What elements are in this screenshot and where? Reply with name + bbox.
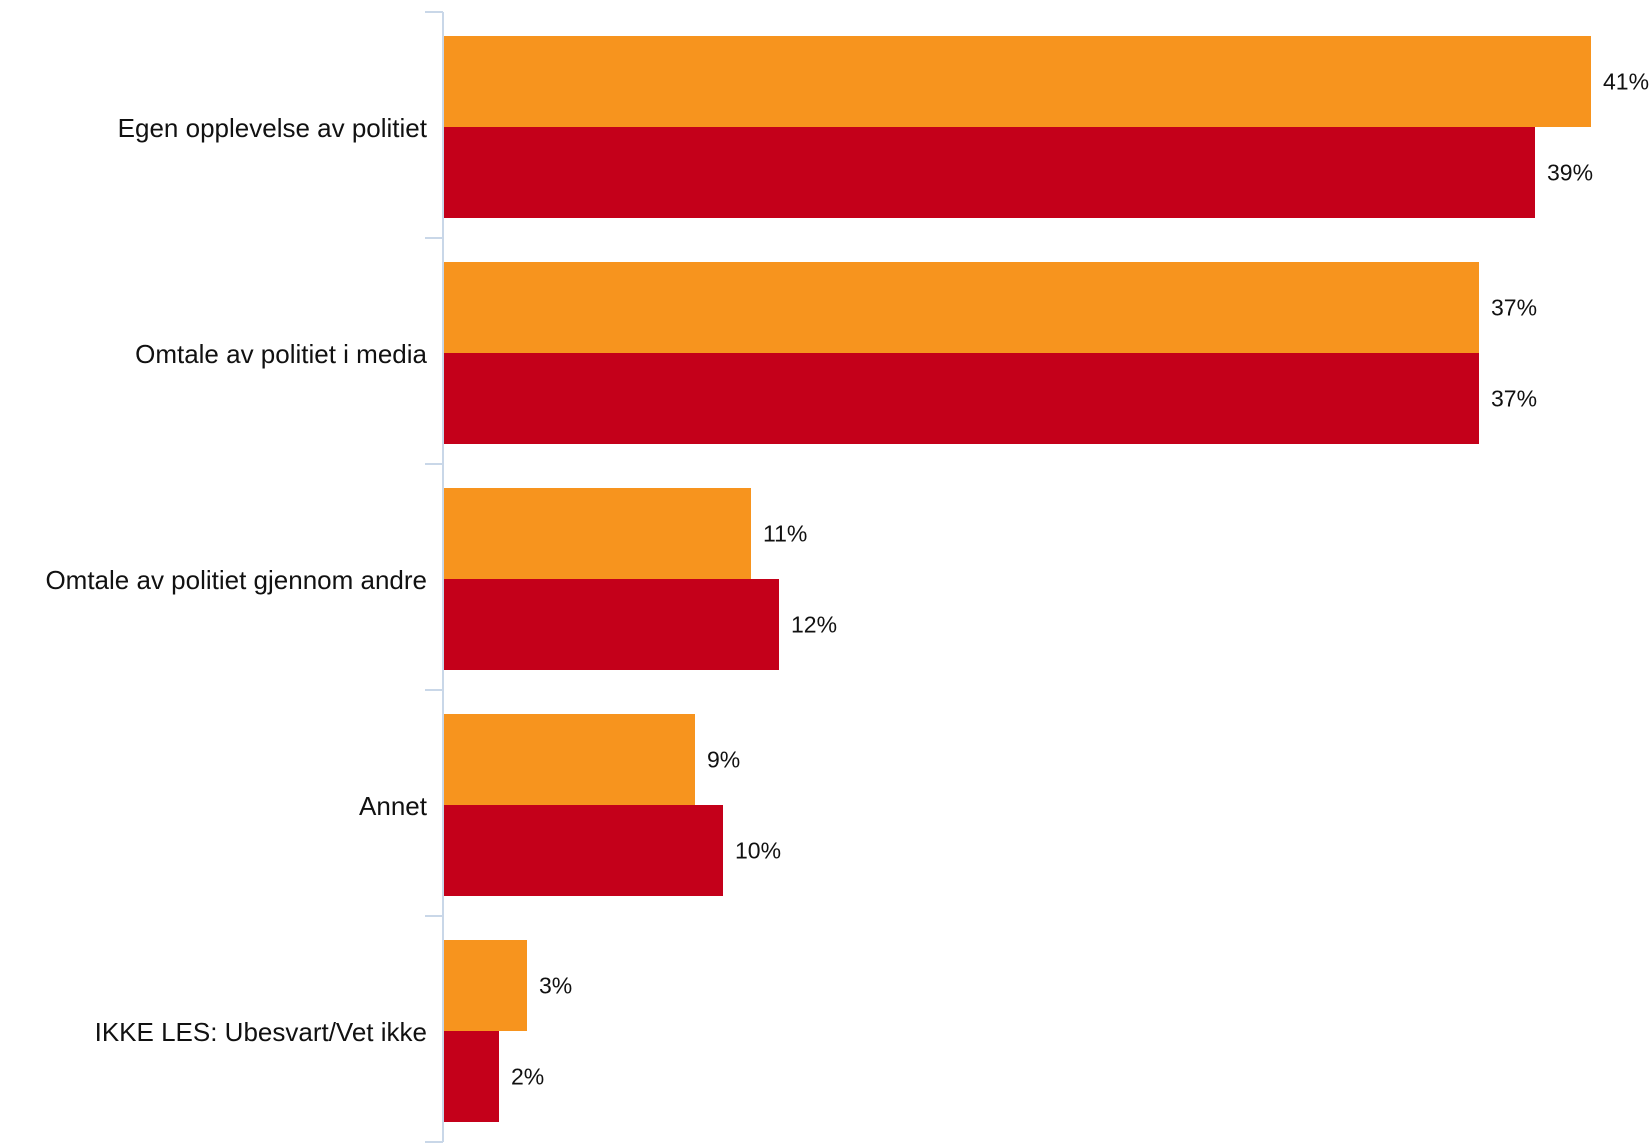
bar-series-2-cat-1: [443, 127, 1535, 218]
category-label-1: Egen opplevelse av politiet: [118, 113, 428, 143]
value-label-series-2-cat-1: 39%: [1547, 160, 1593, 186]
value-label-series-2-cat-5: 2%: [511, 1064, 544, 1090]
labels-layer: 41% 39% Egen opplevelse av politiet 37% 37% O…: [45, 69, 1649, 1090]
bar-series-2-cat-2: [443, 353, 1479, 444]
category-label-5: IKKE LES: Ubesvart/Vet ikke: [95, 1017, 427, 1047]
value-label-series-1-cat-3: 11%: [763, 521, 807, 547]
category-label-4: Annet: [359, 791, 428, 821]
value-label-series-1-cat-2: 37%: [1491, 295, 1537, 321]
value-label-series-1-cat-4: 9%: [707, 747, 740, 773]
bars-layer: [443, 36, 1591, 1122]
value-label-series-2-cat-2: 37%: [1491, 386, 1537, 412]
bar-series-2-cat-4: [443, 805, 723, 896]
bar-series-1-cat-5: [443, 940, 527, 1031]
value-label-series-2-cat-4: 10%: [735, 838, 781, 864]
category-label-3: Omtale av politiet gjennom andre: [45, 565, 427, 595]
value-label-series-1-cat-1: 41%: [1603, 69, 1649, 95]
bar-series-2-cat-3: [443, 579, 779, 670]
bar-series-1-cat-1: [443, 36, 1591, 127]
category-axis: [425, 11, 444, 1143]
value-label-series-2-cat-3: 12%: [791, 612, 837, 638]
bar-series-1-cat-4: [443, 714, 695, 805]
bar-series-1-cat-3: [443, 488, 751, 579]
bar-series-1-cat-2: [443, 262, 1479, 353]
category-label-2: Omtale av politiet i media: [135, 339, 427, 369]
bar-series-2-cat-5: [443, 1031, 499, 1122]
value-label-series-1-cat-5: 3%: [539, 973, 572, 999]
